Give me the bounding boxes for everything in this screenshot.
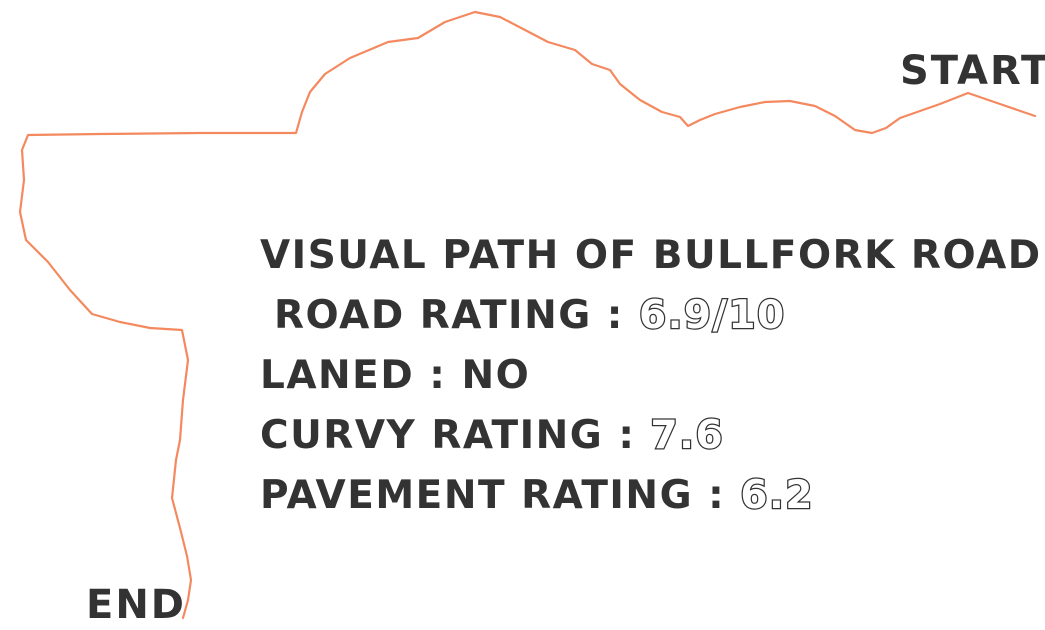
road-title: VISUAL PATH OF BULLFORK ROAD — [260, 233, 1042, 278]
road-info-panel: VISUAL PATH OF BULLFORK ROAD ROAD RATING… — [260, 226, 1042, 526]
route-path — [18, 10, 1037, 620]
end-label: END — [86, 582, 187, 628]
road-rating-row: ROAD RATING : 6.9/10 — [260, 286, 1042, 346]
road-rating-value: 6.9/10 — [638, 292, 786, 340]
curvy-rating-label: CURVY RATING : — [260, 413, 651, 458]
curvy-rating-value: 7.6 — [649, 412, 725, 460]
pavement-rating-row: PAVEMENT RATING : 6.2 — [260, 466, 1042, 526]
road-rating-label: ROAD RATING : — [274, 293, 639, 338]
pavement-rating-value: 6.2 — [739, 472, 814, 520]
start-label: START — [900, 48, 1045, 94]
curvy-rating-row: CURVY RATING : 7.6 — [260, 406, 1042, 466]
laned-row: LANED : NO — [260, 353, 531, 398]
pavement-rating-label: PAVEMENT RATING : — [260, 473, 741, 518]
